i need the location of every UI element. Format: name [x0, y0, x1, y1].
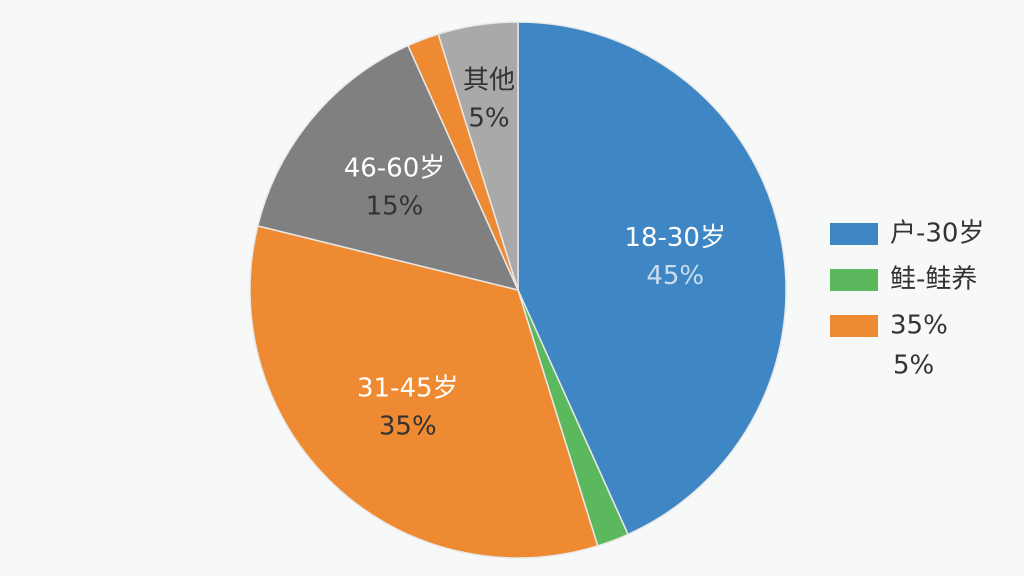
pie-slice: [437, 21, 519, 291]
legend-label: 5%: [893, 351, 934, 381]
slice-value: 45%: [646, 261, 704, 291]
slice-value: 15%: [366, 192, 424, 222]
legend-label: 35%: [890, 311, 948, 341]
pie-slice: [517, 21, 787, 536]
legend-swatch: [830, 315, 878, 337]
slice-value: 5%: [468, 104, 509, 134]
legend-label: 鲑-鲑养: [890, 265, 977, 295]
slice-label: 31-45岁: [357, 374, 459, 404]
slice-label: 46-60岁: [344, 154, 446, 184]
legend-label: 户-30岁: [890, 219, 984, 249]
legend-swatch: [830, 223, 878, 245]
legend-swatch: [830, 269, 878, 291]
slice-label: 其他: [463, 66, 515, 96]
pie-slice: [256, 44, 520, 292]
slice-label: 18-30岁: [624, 223, 726, 253]
slice-value: 35%: [379, 412, 437, 442]
pie-slice: [249, 224, 599, 559]
